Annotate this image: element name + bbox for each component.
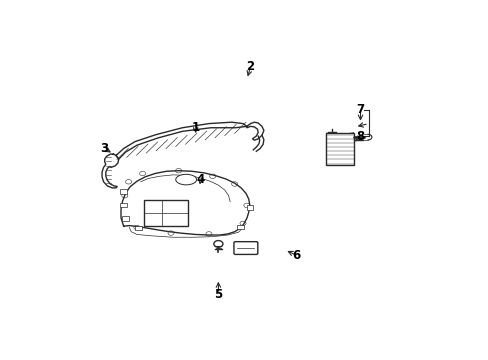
Bar: [135, 226, 142, 230]
Bar: [120, 189, 127, 194]
Text: 6: 6: [291, 249, 300, 262]
Polygon shape: [116, 122, 246, 159]
Bar: [120, 203, 126, 207]
Text: 8: 8: [356, 130, 364, 143]
Bar: [246, 204, 252, 210]
Text: 3: 3: [101, 142, 108, 155]
Bar: [326, 133, 353, 165]
Ellipse shape: [175, 174, 196, 185]
Text: 2: 2: [246, 60, 254, 73]
Text: 1: 1: [191, 121, 199, 134]
Bar: [237, 225, 244, 229]
Text: 5: 5: [214, 288, 222, 301]
Bar: [122, 216, 128, 221]
Polygon shape: [102, 154, 119, 188]
Bar: [144, 200, 188, 226]
Polygon shape: [121, 171, 249, 235]
FancyBboxPatch shape: [233, 242, 257, 255]
Text: 7: 7: [356, 103, 364, 116]
Circle shape: [213, 240, 223, 247]
Text: 4: 4: [196, 172, 204, 185]
Polygon shape: [246, 122, 264, 140]
